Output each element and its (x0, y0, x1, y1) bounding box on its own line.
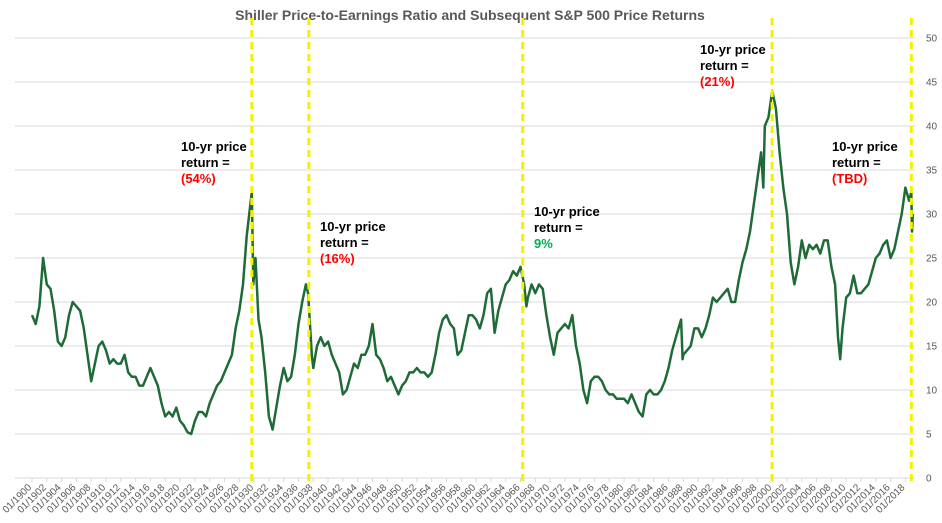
y-tick-label: 40 (926, 122, 938, 133)
chart-title: Shiller Price-to-Earnings Ratio and Subs… (235, 7, 705, 23)
annotation-result: (21%) (700, 74, 735, 89)
y-tick-label: 35 (926, 166, 938, 177)
annotation-result: 9% (534, 236, 553, 251)
y-tick-label: 25 (926, 254, 938, 265)
annotation-text: 10-yr price (700, 42, 766, 57)
annotation-text: 10-yr price (320, 219, 386, 234)
annotation-text: return = (534, 220, 583, 235)
y-tick-label: 45 (926, 78, 938, 89)
annotation-result: (16%) (320, 251, 355, 266)
y-tick-label: 20 (926, 298, 938, 309)
annotation-text: return = (320, 235, 369, 250)
annotation-text: 10-yr price (832, 139, 898, 154)
y-tick-label: 10 (926, 386, 938, 397)
annotation-text: return = (700, 58, 749, 73)
annotation-text: 10-yr price (181, 139, 247, 154)
annotation-text: 10-yr price (534, 204, 600, 219)
annotation-text: return = (832, 155, 881, 170)
annotation-text: return = (181, 155, 230, 170)
y-tick-label: 50 (926, 34, 938, 45)
y-tick-label: 15 (926, 342, 938, 353)
annotation-result: (TBD) (832, 171, 867, 186)
y-tick-label: 0 (926, 474, 932, 485)
line-series (30, 89, 915, 436)
y-tick-label: 5 (926, 430, 932, 441)
annotation-result: (54%) (181, 171, 216, 186)
y-tick-label: 30 (926, 210, 938, 221)
